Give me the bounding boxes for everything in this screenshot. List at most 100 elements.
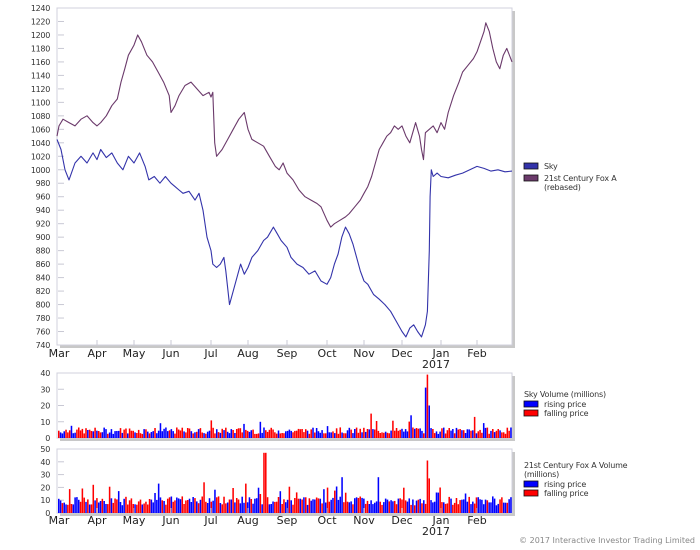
volume-bar [74, 497, 76, 513]
volume-bar [348, 502, 351, 513]
volume-bar [326, 426, 329, 438]
volume-bar [299, 498, 302, 513]
volume-bar [399, 429, 401, 438]
volume-bar [196, 501, 198, 513]
x-tick-label: Feb [467, 347, 486, 360]
volume-bar [350, 429, 352, 438]
volume-bar [99, 432, 102, 438]
y-axis: 0 10 20 30 40 50 [40, 445, 64, 518]
volume-bar [450, 430, 452, 438]
volume-bar [281, 433, 283, 438]
volume-bar [177, 429, 180, 438]
volume-bar [352, 504, 354, 513]
x-tick-label: May [123, 514, 146, 527]
volume-bar [85, 501, 87, 513]
volume-bar [424, 503, 427, 513]
volume-bar [366, 500, 369, 513]
volume-bar [484, 499, 487, 513]
volume-bar [105, 429, 107, 438]
volume-bar [94, 427, 96, 438]
volume-bar [432, 429, 434, 438]
volume-bar [468, 496, 470, 513]
volume-bar [132, 430, 134, 438]
volume-bar [428, 405, 430, 438]
x-tick-label: Feb [467, 514, 486, 527]
volume-bar [65, 504, 67, 513]
volume-bar [501, 432, 503, 438]
volume-bar [150, 432, 153, 438]
volume-bar [257, 433, 260, 438]
volume-bar [110, 429, 113, 438]
volume-bar [359, 428, 361, 438]
volume-bar [145, 429, 147, 438]
volume-bar [252, 503, 254, 513]
volume-bar [61, 433, 64, 438]
x-tick-label: Nov [353, 347, 375, 360]
volume-bar [381, 432, 383, 438]
volume-bar [239, 428, 242, 438]
volume-bar [337, 499, 340, 513]
volume-bar [266, 431, 269, 438]
volume-bar [112, 502, 115, 513]
volume-bar [393, 430, 396, 438]
volume-bar [177, 498, 180, 513]
volume-bar [430, 500, 432, 513]
volume-bar [259, 421, 262, 438]
volume-bar [96, 498, 98, 513]
volume-bar [375, 501, 378, 513]
volume-bar [461, 499, 463, 513]
volume-bar [477, 497, 480, 513]
volume-bar [190, 502, 193, 513]
volume-bar [103, 427, 105, 438]
volume-bar [217, 496, 220, 513]
volume-bar [143, 429, 145, 438]
volume-bar [290, 430, 292, 438]
volume-bar [343, 433, 345, 438]
volume-bar [308, 433, 311, 438]
volume-bar [412, 499, 414, 513]
volume-bar [319, 498, 322, 513]
legend-label-falling: falling price [544, 489, 589, 498]
volume-bar [245, 483, 247, 513]
volume-bar [294, 498, 296, 513]
volume-bar [210, 501, 213, 513]
volume-bar [81, 428, 84, 438]
volume-bar [237, 428, 240, 438]
volume-bar [248, 497, 251, 513]
volume-bar [72, 433, 75, 438]
legend-title: 21st Century Fox A Volume [524, 461, 628, 470]
volume-bar [226, 431, 229, 438]
volume-bar [337, 433, 340, 438]
volume-bar [490, 430, 492, 438]
volume-bar [214, 489, 216, 513]
volume-bar [404, 500, 407, 513]
volume-bar [68, 489, 71, 513]
volume-bar [136, 504, 138, 513]
x-tick-label: Dec [391, 347, 412, 360]
volume-bar [237, 499, 240, 513]
volume-bar [472, 501, 474, 513]
volume-bar [96, 430, 98, 438]
volume-bar [261, 432, 263, 438]
volume-bar [123, 498, 125, 513]
volume-bar [312, 499, 314, 513]
volume-bar [295, 430, 298, 438]
volume-bar [412, 427, 414, 438]
volume-bar [421, 503, 423, 513]
volume-bar [450, 498, 452, 513]
y-tick-label: 820 [36, 287, 51, 296]
volume-bar [243, 502, 245, 513]
volume-bar [70, 425, 73, 438]
volume-bar [76, 429, 78, 438]
volume-bar [306, 504, 309, 513]
volume-bar [166, 498, 169, 513]
volume-bar [185, 500, 187, 513]
volume-bar [119, 502, 122, 513]
volume-bar [67, 504, 69, 513]
volume-bar [459, 429, 461, 438]
volume-bar [254, 498, 256, 513]
x-tick-label: Nov [353, 514, 375, 527]
volume-bar [383, 502, 385, 513]
volume-bar [105, 504, 107, 513]
